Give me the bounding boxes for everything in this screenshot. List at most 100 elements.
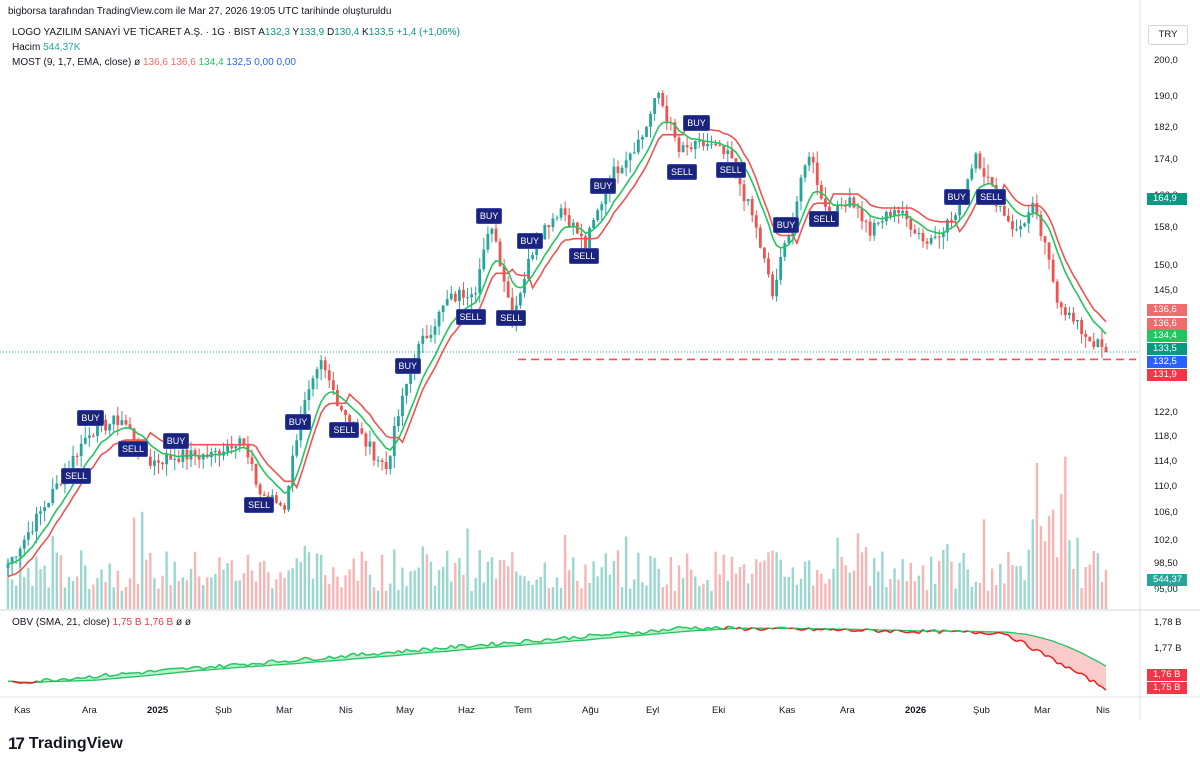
- most-legend-row[interactable]: MOST (9, 1,7, EMA, close) ø 136,6 136,6 …: [12, 55, 460, 70]
- obv-line-segment: [1097, 684, 1103, 688]
- volume-bar: [311, 578, 315, 609]
- sell-signal-label[interactable]: SELL: [244, 496, 275, 513]
- symbol-legend-row[interactable]: LOGO YAZILIM SANAYİ VE TİCARET A.Ş. · 1G…: [12, 25, 460, 40]
- obv-line-segment: [20, 681, 25, 685]
- candle-body: [445, 299, 449, 306]
- volume-bar: [299, 561, 302, 609]
- obv-line-segment: [845, 628, 851, 632]
- obv-line-segment: [979, 631, 985, 635]
- sell-signal-label[interactable]: SELL: [118, 440, 149, 457]
- volume-bar: [921, 565, 925, 609]
- obv-fill: [593, 634, 598, 640]
- candle-body: [26, 532, 30, 540]
- high-value: 133,9: [299, 27, 325, 38]
- volume-bar: [267, 572, 270, 609]
- obv-line-segment: [943, 629, 948, 632]
- volume-legend-row[interactable]: Hacim 544,37K: [12, 40, 460, 55]
- obv-line-segment: [670, 627, 676, 631]
- volume-bar: [523, 576, 526, 609]
- sell-signal-label[interactable]: SELL: [455, 309, 486, 326]
- volume-bar: [584, 564, 587, 609]
- obv-value-2: 1,76 B: [144, 617, 174, 628]
- buy-signal-label[interactable]: BUY: [284, 414, 312, 431]
- volume-bar: [441, 566, 445, 609]
- obv-line-segment: [345, 654, 351, 659]
- most-settings-icon[interactable]: ø: [134, 57, 141, 68]
- time-axis-label: Nis: [339, 705, 353, 716]
- obv-line-segment: [64, 678, 70, 681]
- obv-line-segment: [878, 630, 883, 634]
- obv-line-segment: [934, 629, 940, 635]
- obv-fill: [386, 652, 391, 657]
- volume-bar: [23, 577, 26, 609]
- buy-signal-label[interactable]: BUY: [772, 217, 800, 233]
- volume-bar: [909, 562, 912, 609]
- volume-bar: [437, 570, 441, 609]
- tradingview-logo[interactable]: 17 TradingView: [8, 734, 123, 754]
- obv-axis-label: 1,77 B: [1154, 643, 1182, 654]
- sell-signal-label[interactable]: SELL: [569, 248, 600, 265]
- obv-fill: [618, 632, 623, 638]
- buy-signal-label[interactable]: BUY: [394, 357, 422, 374]
- sell-signal-label[interactable]: SELL: [976, 189, 1007, 206]
- sell-signal-label[interactable]: SELL: [329, 421, 360, 438]
- obv-line-segment: [105, 672, 111, 677]
- volume-bar: [568, 570, 571, 609]
- obv-line-segment: [36, 680, 41, 683]
- obv-line-segment: [914, 631, 920, 635]
- volume-bar: [128, 578, 132, 609]
- candle-body: [954, 215, 957, 220]
- obv-line-segment: [699, 628, 704, 631]
- obv-line-segment: [284, 660, 289, 663]
- candle-body: [55, 483, 59, 489]
- obv-fill: [166, 668, 171, 674]
- volume-bar: [877, 571, 880, 609]
- volume-bar: [978, 582, 982, 609]
- obv-visibility-icon[interactable]: ø: [184, 617, 191, 628]
- obv-line-segment: [829, 628, 834, 631]
- sell-signal-label[interactable]: SELL: [61, 467, 92, 484]
- buy-signal-label[interactable]: BUY: [589, 178, 617, 195]
- candle-body: [108, 424, 112, 431]
- sell-signal-label[interactable]: SELL: [715, 162, 746, 179]
- time-axis-label: Mar: [1034, 705, 1051, 716]
- volume-bar: [1003, 583, 1006, 609]
- buy-signal-label[interactable]: BUY: [683, 114, 710, 131]
- obv-line-segment: [406, 648, 411, 652]
- candle-body: [706, 144, 709, 147]
- volume-bar: [551, 587, 555, 609]
- candle-body: [458, 289, 461, 302]
- obv-line-segment: [223, 664, 228, 669]
- buy-signal-label[interactable]: BUY: [162, 432, 190, 449]
- currency-button[interactable]: TRY: [1148, 25, 1188, 45]
- obv-line-segment: [926, 629, 932, 633]
- candle-body: [852, 197, 856, 208]
- obv-line-segment: [633, 631, 639, 635]
- candle-body: [742, 184, 746, 202]
- obv-settings-icon[interactable]: ø: [176, 617, 183, 628]
- obv-line-segment: [235, 663, 240, 666]
- buy-signal-label[interactable]: BUY: [943, 189, 971, 206]
- volume-bar: [1072, 569, 1075, 609]
- buy-signal-label[interactable]: BUY: [77, 409, 104, 426]
- time-axis-label: Şub: [215, 705, 232, 716]
- obv-legend-row[interactable]: OBV (SMA, 21, close) 1,75 B 1,76 B ø ø: [12, 617, 191, 628]
- volume-bar: [685, 553, 689, 609]
- buy-signal-label[interactable]: BUY: [516, 232, 544, 249]
- volume-bar: [332, 567, 335, 609]
- volume-bar: [494, 578, 498, 609]
- sell-signal-label[interactable]: SELL: [496, 309, 527, 326]
- volume-bar: [226, 563, 229, 609]
- candle-body: [494, 228, 498, 242]
- sell-signal-label[interactable]: SELL: [809, 210, 840, 227]
- time-axis-label: Ara: [840, 705, 855, 716]
- volume-bar: [498, 559, 502, 609]
- price-axis-label: 114,0: [1154, 456, 1178, 467]
- obv-line-segment: [739, 626, 745, 631]
- volume-bar: [950, 561, 953, 609]
- sell-signal-label[interactable]: SELL: [667, 164, 698, 181]
- obv-fill: [683, 627, 688, 632]
- obv-line-segment: [373, 653, 379, 656]
- buy-signal-label[interactable]: BUY: [475, 207, 503, 224]
